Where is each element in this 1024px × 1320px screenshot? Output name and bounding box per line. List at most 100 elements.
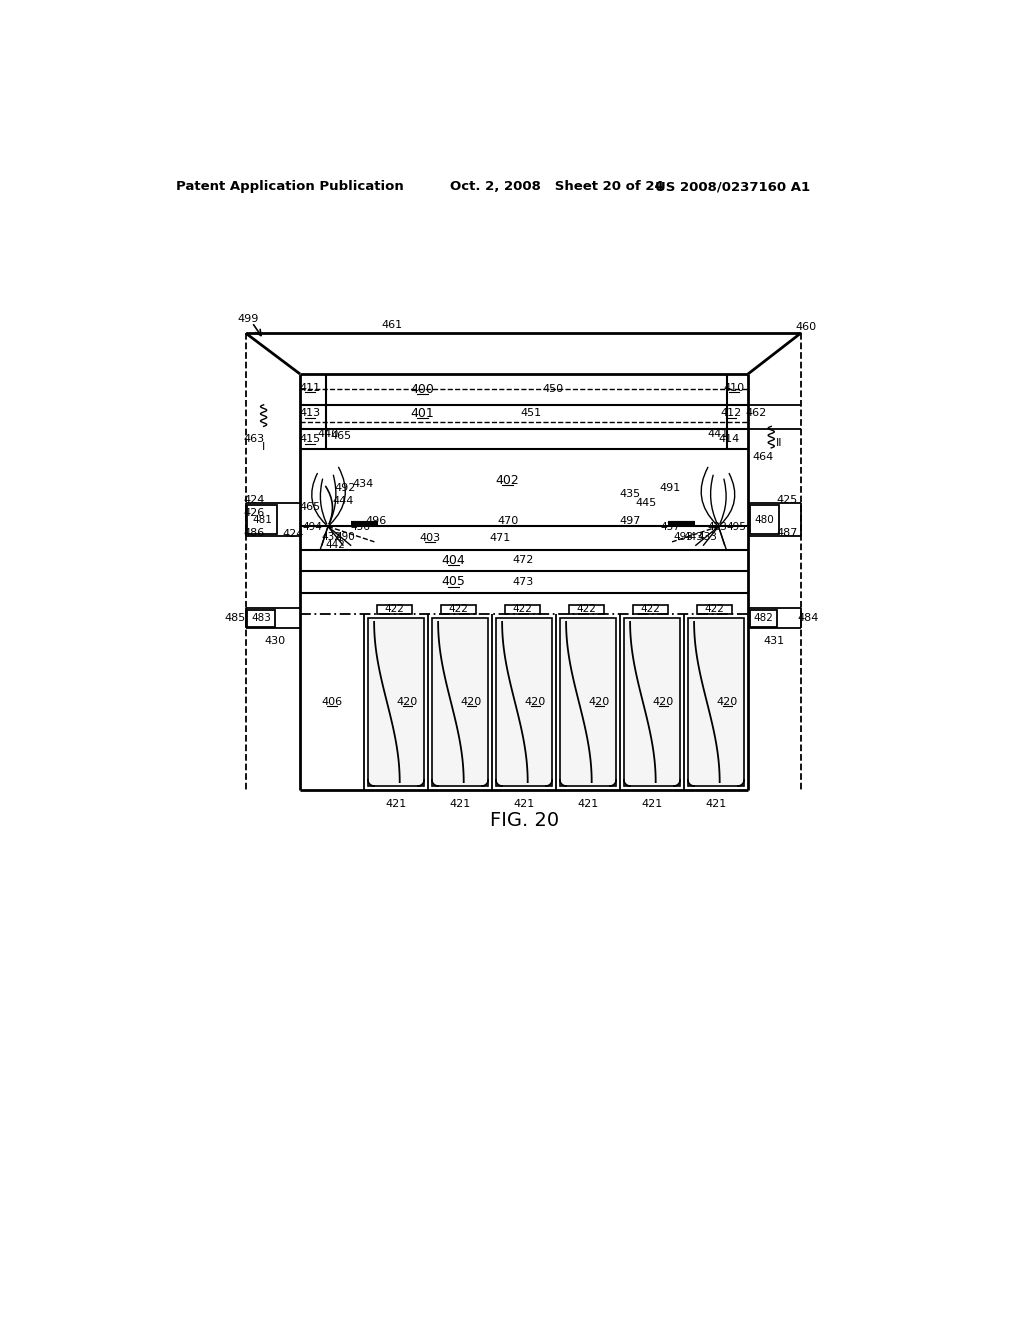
- Bar: [441, 605, 476, 614]
- Text: 445: 445: [635, 499, 656, 508]
- Text: 493: 493: [673, 532, 693, 543]
- Text: 414: 414: [718, 434, 739, 445]
- Text: US 2008/0237160 A1: US 2008/0237160 A1: [655, 181, 810, 194]
- Text: 483: 483: [251, 612, 271, 623]
- Text: 465: 465: [331, 432, 351, 441]
- Bar: [377, 605, 412, 614]
- Text: 492: 492: [334, 483, 355, 492]
- Text: 434: 434: [352, 479, 374, 490]
- Text: 402: 402: [496, 474, 519, 487]
- Text: 461: 461: [381, 321, 402, 330]
- Text: 403: 403: [420, 533, 440, 543]
- Text: 443: 443: [684, 532, 703, 543]
- Text: 490: 490: [335, 532, 355, 543]
- Text: 422: 422: [705, 603, 724, 614]
- Text: 412: 412: [720, 408, 741, 418]
- Text: I: I: [262, 442, 265, 453]
- Text: 404: 404: [441, 554, 465, 566]
- Text: 435: 435: [620, 490, 641, 499]
- Text: 424: 424: [244, 495, 265, 504]
- Text: 420: 420: [717, 697, 738, 708]
- Text: 485: 485: [224, 612, 246, 623]
- Text: FIG. 20: FIG. 20: [490, 810, 559, 830]
- Text: 420: 420: [397, 697, 418, 708]
- Text: 425: 425: [776, 495, 798, 504]
- Text: 451: 451: [520, 408, 542, 418]
- Text: 410: 410: [724, 383, 744, 393]
- Text: 497: 497: [620, 516, 641, 527]
- Text: 473: 473: [513, 577, 534, 587]
- Text: Oct. 2, 2008   Sheet 20 of 24: Oct. 2, 2008 Sheet 20 of 24: [450, 181, 664, 194]
- Text: 431: 431: [764, 636, 785, 647]
- Text: 420: 420: [589, 697, 610, 708]
- Bar: [696, 605, 732, 614]
- Bar: [496, 618, 552, 785]
- Text: 415: 415: [300, 434, 321, 445]
- Text: 442: 442: [326, 540, 346, 550]
- Text: 484: 484: [798, 612, 819, 623]
- Text: 460: 460: [796, 322, 817, 333]
- Bar: [432, 618, 488, 785]
- Bar: [505, 605, 540, 614]
- Text: 401: 401: [411, 407, 434, 420]
- Text: 421: 421: [513, 799, 535, 809]
- Bar: [568, 605, 604, 614]
- Text: II: II: [776, 437, 782, 447]
- Text: 462: 462: [745, 408, 766, 418]
- Text: 411: 411: [300, 383, 321, 393]
- Bar: [560, 618, 616, 785]
- Text: 430: 430: [264, 636, 286, 647]
- Text: 421: 421: [450, 799, 471, 809]
- Bar: [248, 506, 276, 535]
- Bar: [633, 605, 668, 614]
- Bar: [368, 618, 424, 785]
- Text: 422: 422: [640, 603, 660, 614]
- Text: 472: 472: [513, 556, 534, 565]
- Text: 436: 436: [350, 523, 371, 532]
- Text: 482: 482: [754, 612, 773, 623]
- Text: 440: 440: [317, 429, 339, 440]
- Text: 400: 400: [411, 383, 434, 396]
- Bar: [688, 618, 744, 785]
- Text: 441: 441: [708, 429, 729, 440]
- Text: 470: 470: [497, 516, 518, 527]
- Text: 426: 426: [244, 508, 265, 517]
- Text: 486: 486: [244, 528, 265, 537]
- Text: 495: 495: [726, 523, 746, 532]
- Text: 422: 422: [384, 603, 404, 614]
- Text: 424: 424: [283, 529, 304, 539]
- Text: 499: 499: [238, 314, 259, 323]
- Text: 494: 494: [302, 523, 323, 532]
- Text: 422: 422: [577, 603, 596, 614]
- Text: 463: 463: [244, 434, 265, 445]
- Text: 480: 480: [755, 515, 774, 524]
- Text: 465: 465: [300, 502, 321, 512]
- Text: 420: 420: [461, 697, 482, 708]
- Text: 423: 423: [707, 523, 727, 532]
- Text: 422: 422: [512, 603, 532, 614]
- Text: 464: 464: [753, 453, 774, 462]
- Text: 405: 405: [441, 576, 466, 589]
- Text: 496: 496: [366, 516, 387, 527]
- Text: 420: 420: [653, 697, 674, 708]
- Text: 421: 421: [578, 799, 599, 809]
- Text: 432: 432: [322, 532, 341, 543]
- Text: 444: 444: [333, 496, 354, 506]
- Text: 437: 437: [660, 523, 680, 532]
- Text: 471: 471: [489, 533, 511, 543]
- Text: Patent Application Publication: Patent Application Publication: [176, 181, 403, 194]
- Text: 413: 413: [300, 408, 321, 418]
- Bar: [750, 610, 777, 627]
- Bar: [248, 610, 275, 627]
- Text: 433: 433: [697, 532, 718, 543]
- Text: 420: 420: [525, 697, 546, 708]
- Bar: [750, 506, 779, 535]
- Text: 421: 421: [706, 799, 727, 809]
- Text: 487: 487: [776, 528, 798, 537]
- Text: 421: 421: [641, 799, 663, 809]
- Text: 491: 491: [659, 483, 681, 492]
- Bar: [624, 618, 680, 785]
- Text: 421: 421: [385, 799, 407, 809]
- Text: 450: 450: [542, 384, 563, 395]
- Text: 406: 406: [322, 697, 343, 708]
